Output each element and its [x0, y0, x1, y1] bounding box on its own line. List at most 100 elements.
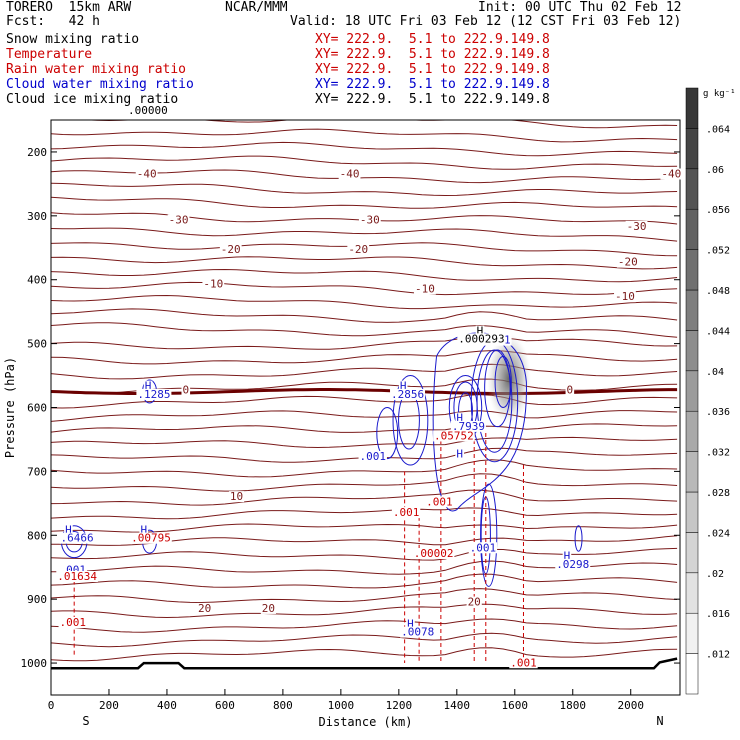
y-tick-label: 400 [27, 274, 47, 287]
cloud-water-label: H [564, 550, 571, 563]
isotherm-line [51, 394, 678, 409]
colorbar-tick-label: .064 [706, 124, 730, 135]
cloud-water-contour [494, 355, 512, 409]
y-tick-label: 1000 [21, 657, 48, 670]
temperature-label-bg [358, 214, 381, 226]
cloud-water-label: H [407, 617, 414, 630]
isotherm-line [51, 459, 678, 478]
field-xy-cloud-ice: XY= 222.9. 5.1 to 222.9.149.8 [315, 92, 550, 107]
snow-label-bg [475, 325, 485, 337]
field-name-temperature: Temperature [6, 47, 93, 62]
center-name: NCAR/MMM [225, 0, 288, 15]
isotherm-line [51, 507, 678, 520]
x-tick-label: 1800 [560, 699, 587, 712]
temperature-label-bg [414, 283, 436, 295]
cloud-water-label-bg [455, 448, 465, 460]
rain-label: .001 [393, 506, 420, 519]
isotherm-line [51, 227, 678, 242]
temperature-label-bg [466, 596, 482, 608]
cloud-water-contour [376, 407, 399, 460]
isotherm-line [51, 308, 678, 323]
field-xy-temperature: XY= 222.9. 5.1 to 222.9.149.8 [315, 47, 550, 62]
rain-label-bg [433, 430, 475, 442]
cloud-water-label: H [140, 523, 147, 536]
isotherm-line [51, 196, 678, 209]
colorbar-tick-label: .012 [706, 650, 730, 661]
top-snow-label: .00000 [128, 104, 168, 117]
temperature-label-bg [565, 384, 575, 396]
rain-label: .001 [426, 495, 453, 508]
cloud-water-label-bg [390, 388, 426, 400]
isotherm-line [51, 647, 678, 662]
y-tick-label: 500 [27, 338, 47, 351]
temperature-label-bg [614, 291, 636, 303]
colorbar-swatch [685, 168, 699, 210]
isotherm-line [51, 588, 678, 604]
colorbar-swatch [685, 451, 699, 493]
temperature-label-bg [219, 243, 242, 255]
cloud-water-contour [480, 483, 498, 587]
cloud-water-label: H [456, 412, 463, 425]
colorbar-swatch [685, 410, 699, 452]
isotherm-line [51, 350, 678, 365]
isotherm-line [51, 141, 678, 157]
isotherm-line [82, 120, 678, 129]
isotherm-line [51, 632, 678, 648]
x-tick-label: 1200 [386, 699, 413, 712]
temperature-label: -20 [221, 243, 241, 256]
isotherm-line [51, 155, 678, 170]
forecast-hour: Fcst: 42 h [6, 14, 100, 29]
rain-label-bg [391, 507, 421, 519]
model-title: TORERO 15km ARW [6, 0, 132, 15]
snow-label: H [477, 325, 484, 338]
valid-time: Valid: 18 UTC Fri 03 Feb 12 (12 CST Fri … [290, 14, 682, 29]
colorbar-swatch [685, 370, 699, 412]
temperature-label: 20 [262, 602, 275, 615]
cloud-water-label: .1285 [137, 388, 170, 401]
x-tick-label: 1600 [502, 699, 529, 712]
rain-label: .01634 [57, 570, 97, 583]
isotherm-line [51, 573, 678, 589]
temperature-label: -40 [137, 168, 157, 181]
cloud-water-label-bg [455, 412, 465, 424]
x-tick-label: 2000 [617, 699, 644, 712]
cloud-water-label-bg [406, 618, 415, 630]
temperature-label-bg [167, 214, 190, 226]
cloud-water-label-bg [64, 524, 73, 536]
colorbar-swatch [685, 208, 699, 250]
temperature-label-bg [338, 168, 361, 180]
init-time: Init: 00 UTC Thu 02 Feb 12 [478, 0, 682, 15]
isotherm-line [51, 547, 678, 561]
isotherm-line [51, 473, 678, 492]
temperature-label: 10 [230, 490, 243, 503]
colorbar-tick-label: .04 [706, 367, 724, 378]
cloud-water-label-bg [450, 420, 486, 432]
temperature-label-bg [197, 602, 213, 614]
y-tick-label: 800 [27, 529, 47, 542]
colorbar-tick-label: .028 [706, 488, 730, 499]
rain-label-bg [509, 657, 538, 669]
field-name-rain: Rain water mixing ratio [6, 62, 187, 77]
temperature-label-bg [181, 384, 191, 396]
temperature-label-bg [660, 168, 683, 180]
colorbar-tick-label: .048 [706, 286, 730, 297]
colorbar-swatch [685, 612, 699, 654]
x-tick-label: 1000 [328, 699, 355, 712]
cloud-water-label-bg [59, 532, 95, 544]
cloud-water-label: .001 [470, 541, 497, 554]
field-name-cloud-water: Cloud water mixing ratio [6, 77, 194, 92]
temperature-label: 0 [182, 383, 189, 396]
isotherm-line [51, 336, 678, 350]
cloud-water-outline [432, 332, 527, 512]
x-tick-label: 200 [99, 699, 119, 712]
temperature-label: -20 [348, 243, 368, 256]
cloud-water-label: .0078 [401, 626, 434, 639]
rain-label: .001 [59, 616, 86, 629]
rain-label: .05752 [434, 429, 474, 442]
colorbar-swatch [685, 128, 699, 170]
colorbar-swatch [685, 532, 699, 574]
snow-shading [486, 333, 531, 424]
x-tick-label: 600 [215, 699, 235, 712]
x-tick-label: 800 [273, 699, 293, 712]
